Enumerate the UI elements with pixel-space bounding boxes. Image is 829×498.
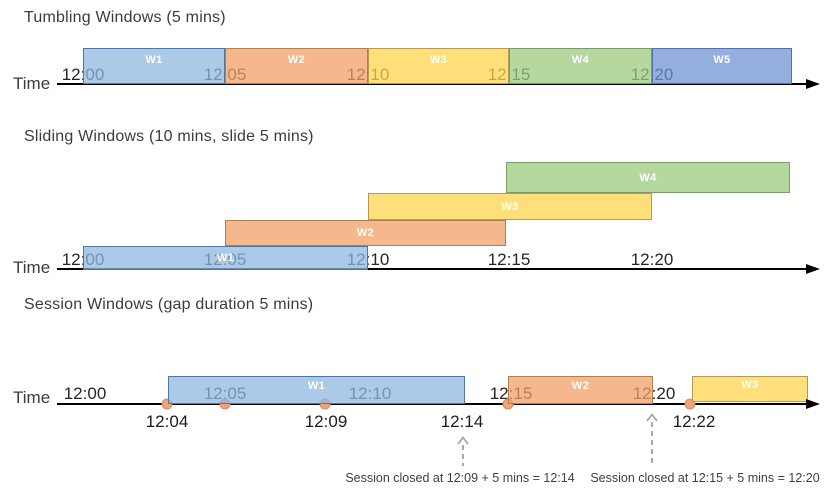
window-label: W1	[216, 252, 235, 264]
window-bar-w4: W4	[509, 48, 652, 84]
window-label: W5	[713, 54, 731, 66]
window-bar-w1: W1	[83, 246, 368, 270]
window-label: W2	[571, 380, 590, 392]
window-bar-w4: W4	[506, 162, 790, 193]
window-label: W4	[639, 171, 657, 184]
window-bar-w3: W3	[692, 376, 808, 402]
time-axis-label: Time	[13, 388, 51, 407]
tick-label: 12:20	[630, 250, 674, 269]
section-title: Session Windows (gap duration 5 mins)	[24, 296, 314, 313]
section-title: Sliding Windows (10 mins, slide 5 mins)	[24, 128, 314, 145]
window-bar-w2: W2	[225, 220, 506, 246]
axis-arrow-icon	[806, 79, 820, 89]
time-axis-label: Time	[13, 74, 51, 93]
event-time-label: 12:04	[145, 412, 189, 431]
window-bar-w1: W1	[168, 376, 465, 404]
axis-arrow-icon	[806, 399, 820, 409]
window-label: W3	[741, 379, 759, 391]
window-bar-w2: W2	[225, 48, 368, 84]
window-bar-w2: W2	[508, 376, 653, 404]
event-time-label: 12:14	[440, 412, 484, 431]
event-dot	[684, 398, 696, 410]
tick-label: 12:00	[63, 384, 107, 403]
time-axis-line	[57, 268, 809, 271]
tick-label: 12:15	[487, 250, 531, 269]
annotation-arrow-icon	[457, 436, 469, 466]
session-annotation: Session closed at 12:09 + 5 mins = 12:14	[345, 471, 575, 485]
annotation-arrow-icon	[646, 413, 658, 466]
time-axis-label: Time	[13, 258, 51, 277]
window-label: W1	[145, 54, 163, 66]
window-bar-w3: W3	[368, 48, 509, 84]
window-bar-w1: W1	[83, 48, 225, 84]
section-title: Tumbling Windows (5 mins)	[24, 9, 226, 26]
window-label: W3	[501, 200, 519, 213]
window-label: W2	[356, 227, 375, 239]
window-bar-w3: W3	[368, 193, 652, 220]
session-annotation: Session closed at 12:15 + 5 mins = 12:20	[590, 471, 820, 485]
window-label: W1	[307, 380, 326, 392]
axis-arrow-icon	[806, 264, 820, 274]
time-axis-line	[57, 83, 809, 86]
window-label: W3	[429, 54, 448, 66]
time-axis-line	[57, 403, 809, 406]
window-label: W2	[287, 54, 306, 66]
event-time-label: 12:09	[304, 412, 348, 431]
window-bar-w5: W5	[652, 48, 792, 84]
event-time-label: 12:22	[672, 412, 716, 431]
event-dot	[161, 398, 173, 410]
window-label: W4	[571, 54, 590, 66]
